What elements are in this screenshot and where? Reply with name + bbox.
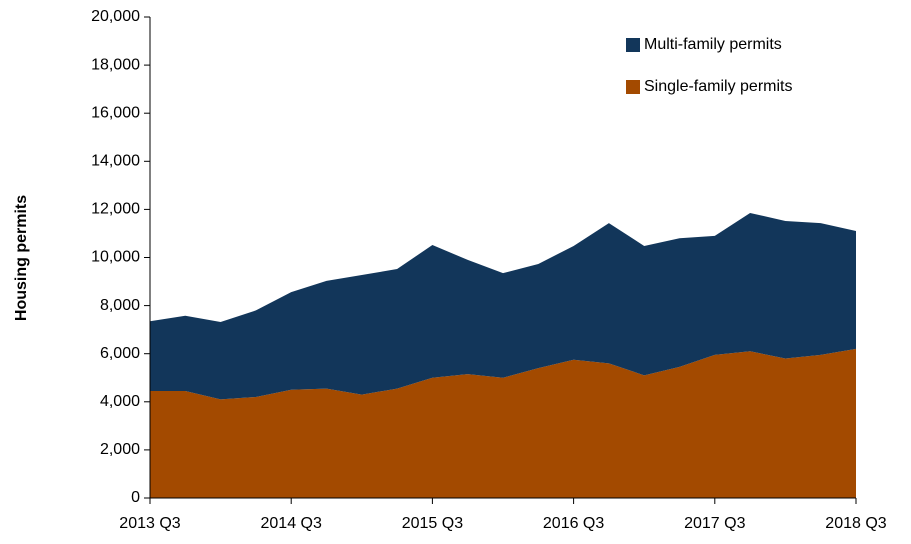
x-tick-label: 2018 Q3 [825,515,886,532]
y-tick-label: 2,000 [100,441,140,458]
area [150,348,856,498]
y-tick-label: 20,000 [91,8,140,25]
x-tick-label: 2013 Q3 [119,515,180,532]
y-axis-label: Housing permits [13,195,30,321]
legend-label: Single-family permits [644,78,792,95]
y-tick-label: 16,000 [91,104,140,121]
y-tick-label: 12,000 [91,201,140,218]
y-tick-label: 14,000 [91,153,140,170]
x-tick-label: 2014 Q3 [261,515,322,532]
y-tick-label: 8,000 [100,297,140,314]
x-tick-label: 2015 Q3 [402,515,463,532]
y-tick-label: 0 [131,489,140,506]
x-tick-label: 2016 Q3 [543,515,604,532]
y-tick-label: 6,000 [100,345,140,362]
y-tick-label: 18,000 [91,56,140,73]
legend-swatch [626,80,640,94]
x-tick-label: 2017 Q3 [684,515,745,532]
y-tick-label: 10,000 [91,249,140,266]
y-tick-label: 4,000 [100,393,140,410]
legend-label: Multi-family permits [644,36,782,53]
area [150,213,856,400]
legend-swatch [626,38,640,52]
